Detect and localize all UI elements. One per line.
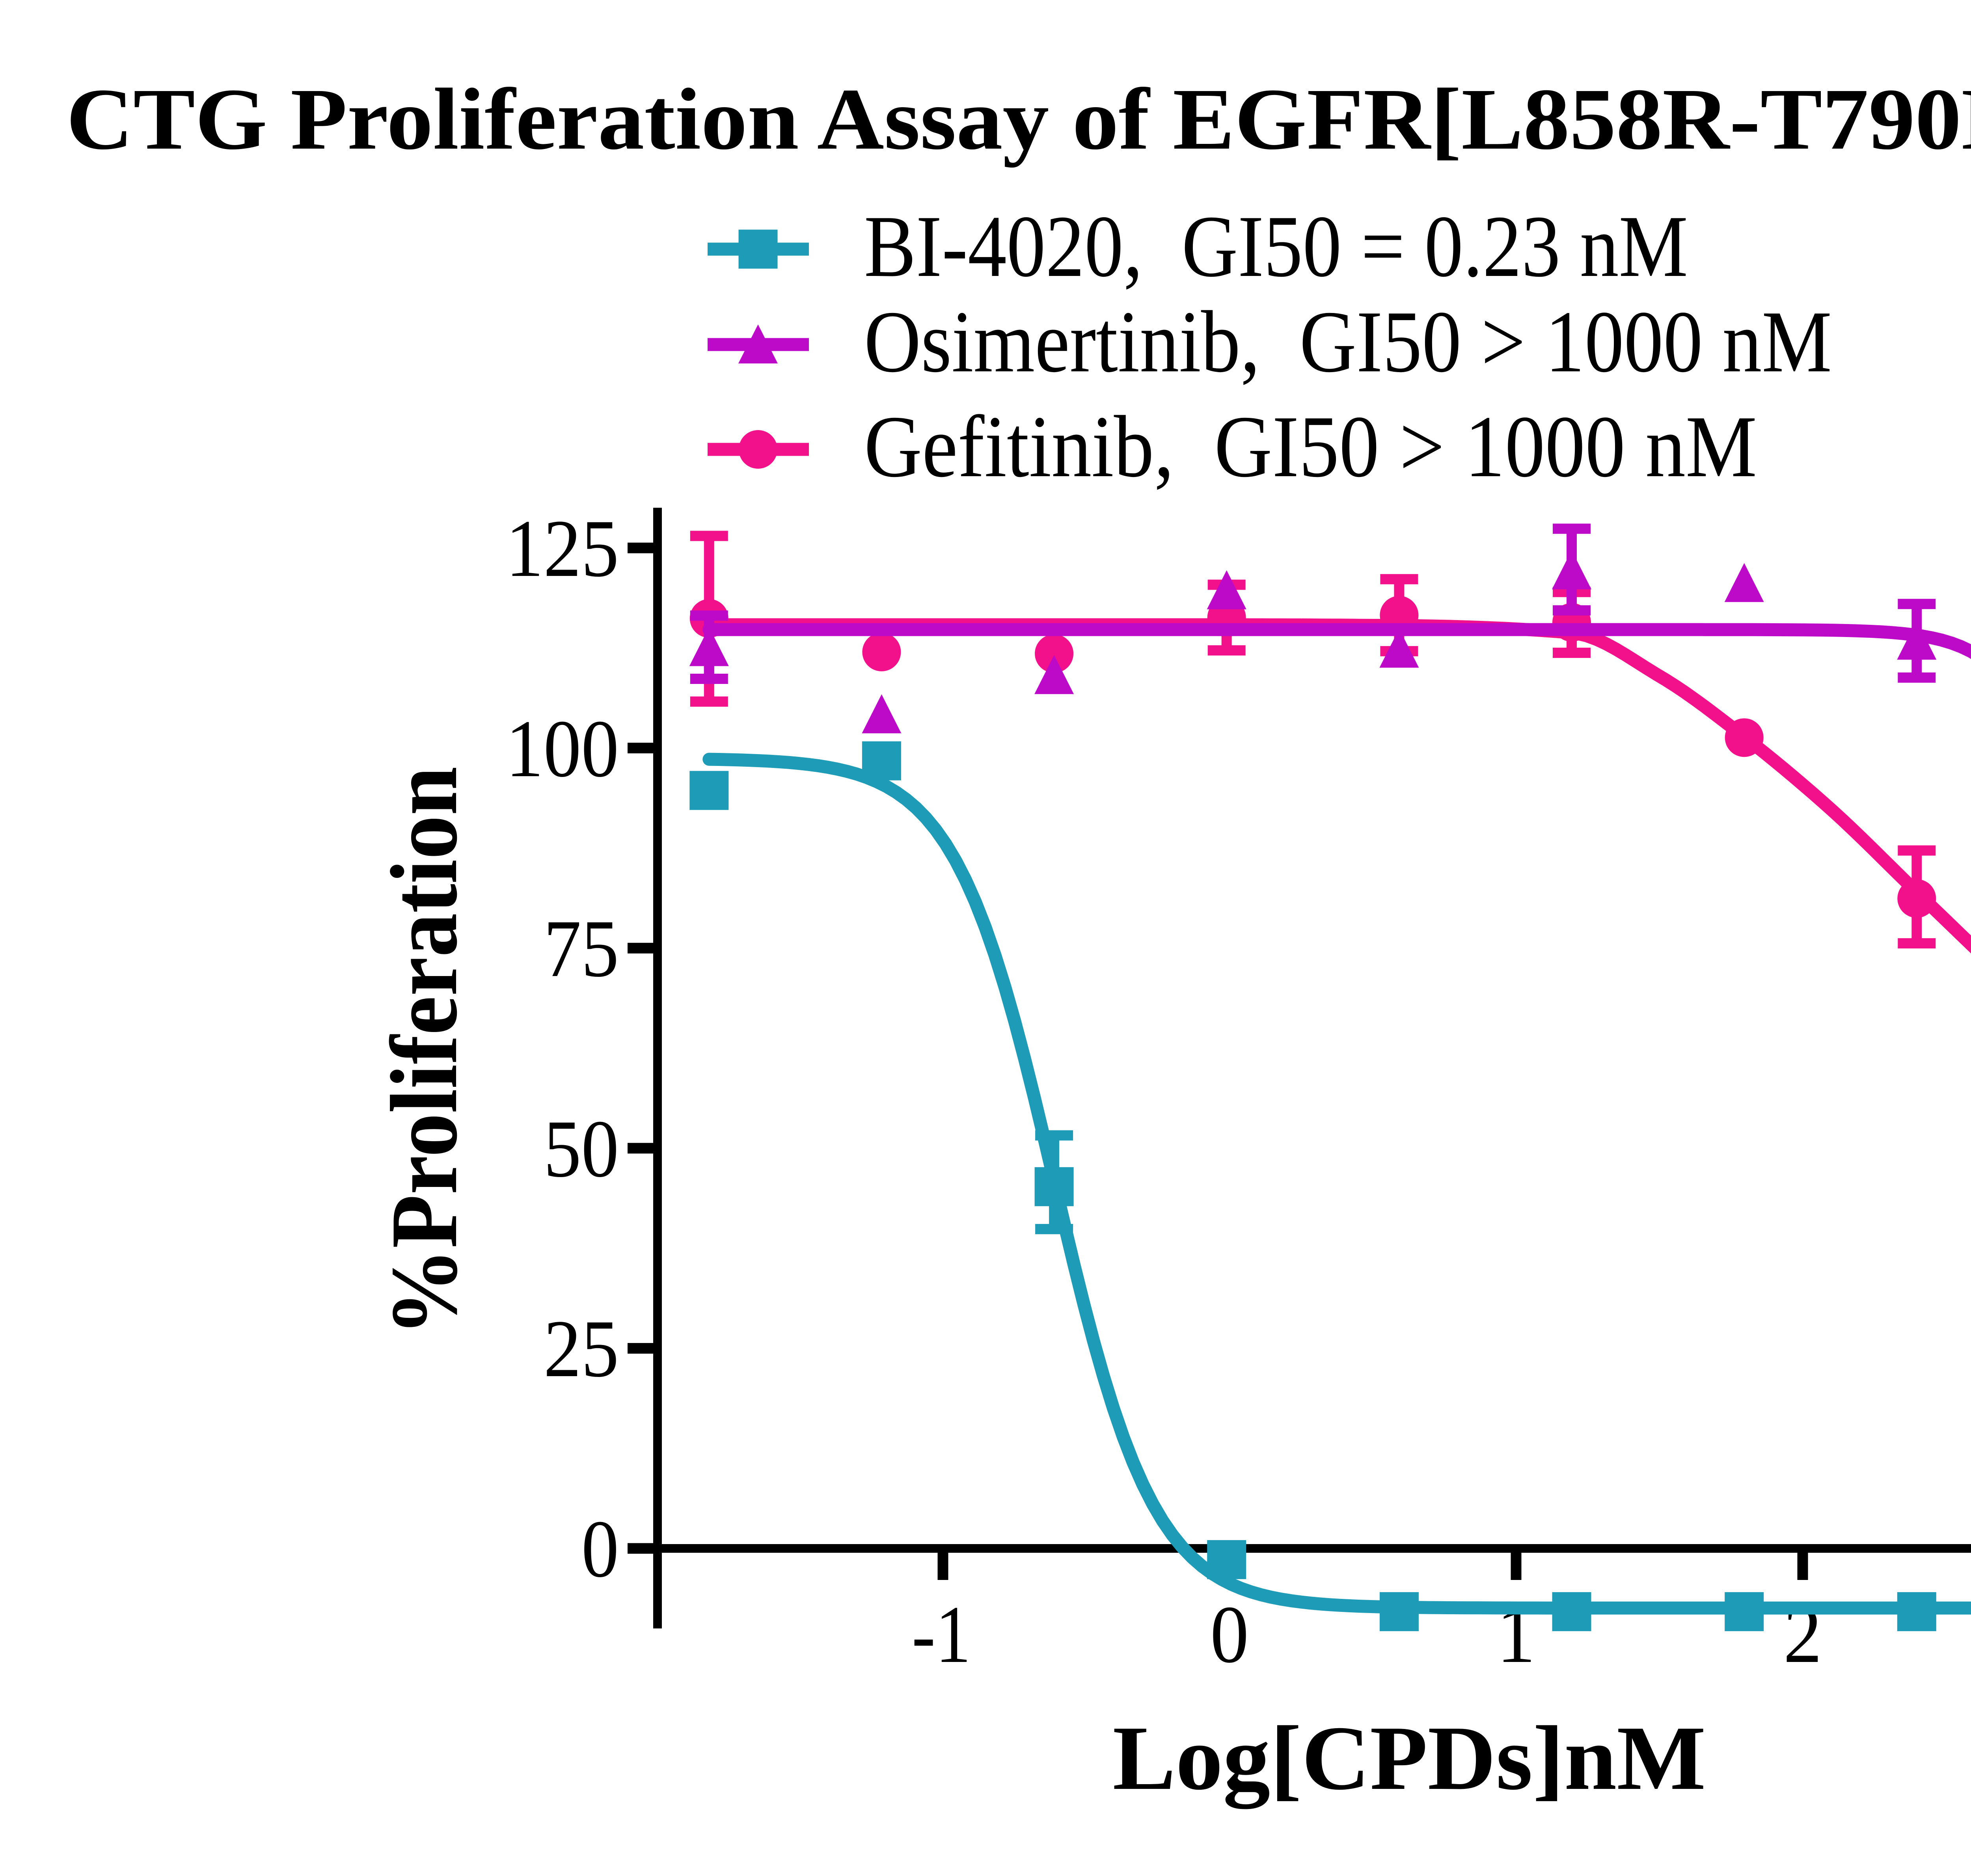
svg-text:Gefitinib, GI50 > 1000 nM: Gefitinib, GI50 > 1000 nM — [864, 398, 1757, 496]
svg-text:50: 50 — [544, 1103, 619, 1194]
svg-text:Osimertinib, GI50 > 1000 nM: Osimertinib, GI50 > 1000 nM — [864, 293, 1832, 391]
svg-text:Log[CPDs]nM: Log[CPDs]nM — [1113, 1707, 1706, 1809]
svg-text:75: 75 — [544, 903, 619, 994]
svg-text:%Proliferation: %Proliferation — [371, 767, 477, 1336]
svg-text:125: 125 — [506, 503, 619, 594]
svg-text:25: 25 — [544, 1303, 619, 1394]
svg-text:0: 0 — [581, 1503, 619, 1594]
svg-text:-1: -1 — [912, 1589, 971, 1680]
svg-text:CTG Proliferation Assay of EGF: CTG Proliferation Assay of EGFR[L858R-T7… — [66, 71, 1971, 168]
svg-text:BI-4020, GI50 = 0.23 nM: BI-4020, GI50 = 0.23 nM — [864, 197, 1688, 295]
svg-text:0: 0 — [1210, 1589, 1249, 1680]
svg-text:100: 100 — [506, 703, 619, 794]
